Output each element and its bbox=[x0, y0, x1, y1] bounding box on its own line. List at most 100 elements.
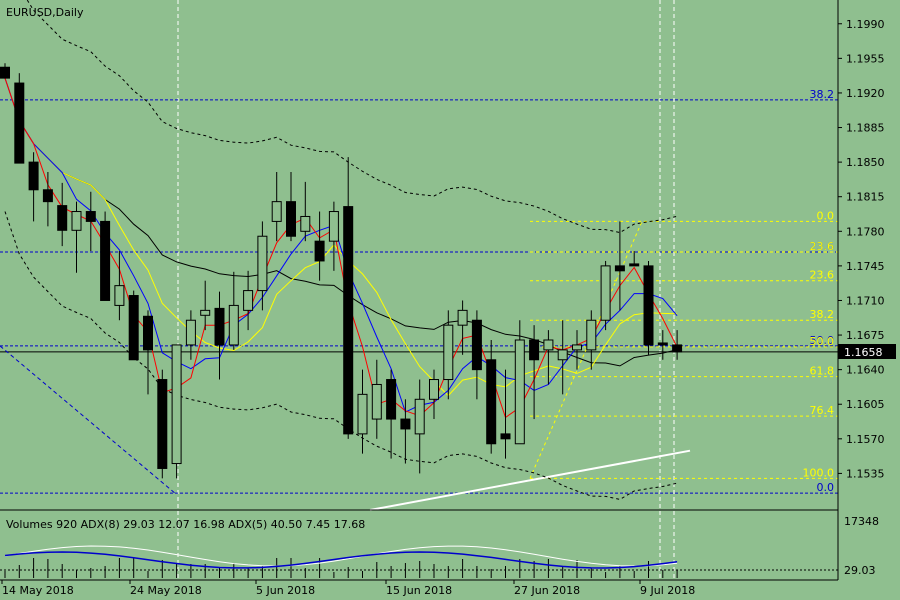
indicator-pane[interactable] bbox=[0, 545, 838, 578]
fib-level-label: 0.0 bbox=[817, 209, 835, 222]
candle-body bbox=[343, 206, 354, 435]
candle-body bbox=[572, 344, 582, 351]
price-tick-label: 1.1745 bbox=[846, 260, 885, 273]
price-axis: 1.1990 1.1955 1.1920 1.1885 1.1850 1.1815 1.17… bbox=[838, 18, 885, 480]
candle-body bbox=[557, 349, 568, 361]
bollinger-lower-line bbox=[4, 211, 678, 500]
candle-body bbox=[614, 265, 625, 272]
blue-level-label: 50.0 bbox=[810, 334, 835, 347]
price-tick-label: 1.1535 bbox=[846, 467, 885, 480]
indicator-title: Volumes 920 ADX(8) 29.03 12.07 16.98 ADX… bbox=[6, 518, 365, 531]
time-tick-label: 15 Jun 2018 bbox=[386, 584, 452, 597]
fib-trend-line bbox=[529, 221, 643, 479]
candle-body bbox=[357, 393, 368, 435]
blue-level-label: 23.6 bbox=[810, 240, 835, 253]
candle-body bbox=[185, 319, 196, 346]
candle-body bbox=[328, 211, 339, 242]
candle-body bbox=[443, 324, 454, 381]
adx-line-a bbox=[4, 545, 678, 567]
candle-body bbox=[14, 82, 25, 164]
price-tick-label: 1.1640 bbox=[846, 364, 885, 377]
candle-body bbox=[314, 240, 325, 262]
time-tick-label: 14 May 2018 bbox=[2, 584, 74, 597]
candle-body bbox=[529, 339, 540, 361]
price-tick-label: 1.1570 bbox=[846, 433, 885, 446]
time-axis: 14 May 2018 24 May 2018 5 Jun 2018 15 Jun 2… bbox=[1, 580, 695, 597]
candle-body bbox=[28, 161, 39, 191]
candle-body bbox=[243, 290, 254, 311]
price-tick-label: 1.1780 bbox=[846, 225, 885, 238]
price-tick-label: 1.1815 bbox=[846, 191, 885, 204]
time-tick-label: 27 Jun 2018 bbox=[514, 584, 580, 597]
blue-level-label: 38.2 bbox=[810, 88, 835, 101]
candle-body bbox=[0, 66, 10, 79]
fib-level-label: 38.2 bbox=[810, 308, 835, 321]
candle-body bbox=[643, 265, 654, 346]
price-tick-label: 1.1850 bbox=[846, 156, 885, 169]
fib-level-label: 76.4 bbox=[810, 404, 835, 417]
candle-body bbox=[672, 344, 683, 353]
price-tick-label: 1.1675 bbox=[846, 329, 885, 342]
candle-body bbox=[214, 307, 225, 346]
candle-body bbox=[200, 309, 211, 316]
time-tick-label: 24 May 2018 bbox=[130, 584, 202, 597]
candle-body bbox=[500, 433, 511, 440]
bollinger-upper-line bbox=[26, 0, 678, 234]
fib-level-label: 23.6 bbox=[810, 269, 835, 282]
blue-diagonal-line bbox=[0, 345, 176, 494]
trendline bbox=[369, 449, 691, 511]
adx-line-b bbox=[4, 551, 678, 569]
candle-body bbox=[543, 339, 554, 351]
candle-body bbox=[71, 211, 82, 231]
chart-title: EURUSD,Daily bbox=[6, 6, 84, 19]
blue-level-label: 0.0 bbox=[817, 481, 835, 494]
price-tick-label: 1.1605 bbox=[846, 398, 885, 411]
price-tick-label: 1.1990 bbox=[846, 18, 885, 31]
price-tick-label: 1.1920 bbox=[846, 87, 885, 100]
candle-body bbox=[128, 295, 139, 361]
current-price-label: 1.1658 bbox=[844, 346, 883, 359]
time-tick-label: 9 Jul 2018 bbox=[640, 584, 695, 597]
candle-body bbox=[157, 379, 168, 469]
price-tick-label: 1.1885 bbox=[846, 122, 885, 135]
candle-body bbox=[300, 215, 311, 232]
candle-body bbox=[471, 319, 482, 371]
current-price-tag bbox=[838, 344, 896, 359]
fib-level-label: 23.6 bbox=[810, 240, 835, 253]
candle-body bbox=[414, 398, 425, 435]
candle-body bbox=[286, 201, 296, 237]
ma-fast-line bbox=[4, 77, 678, 419]
candle-body bbox=[586, 319, 597, 351]
candle-body bbox=[85, 211, 96, 222]
candle-body bbox=[371, 383, 382, 420]
ma-slow-line bbox=[4, 77, 678, 397]
candle-body bbox=[228, 304, 239, 346]
candle-body bbox=[457, 309, 468, 326]
time-tick-label: 5 Jun 2018 bbox=[256, 584, 315, 597]
ma-mid-line bbox=[4, 77, 678, 413]
candle-body bbox=[600, 265, 611, 321]
candle-body bbox=[143, 315, 153, 351]
volume-axis-top-label: 17348 bbox=[844, 515, 879, 528]
fib-level-label: 50.0 bbox=[810, 335, 835, 348]
price-pane[interactable]: 38.223.650.00.00.023.623.638.250.061.876… bbox=[0, 0, 838, 580]
price-tick-label: 1.1710 bbox=[846, 294, 885, 307]
volume-axis-bottom-label: 29.03 bbox=[844, 564, 876, 577]
candle-body bbox=[114, 285, 125, 306]
candle-body bbox=[629, 263, 640, 267]
candle-body bbox=[171, 344, 182, 465]
candle-body bbox=[271, 201, 282, 222]
candle-body bbox=[386, 379, 397, 420]
candle-body bbox=[42, 189, 53, 203]
candle-body bbox=[514, 339, 525, 445]
candle-body bbox=[486, 359, 497, 445]
price-tick-label: 1.1955 bbox=[846, 52, 885, 65]
candle-body bbox=[257, 235, 268, 292]
candle-body bbox=[100, 220, 111, 301]
candle-body bbox=[657, 342, 668, 346]
fib-level-label: 61.8 bbox=[810, 365, 835, 378]
fib-level-label: 100.0 bbox=[803, 466, 835, 479]
candle-body bbox=[429, 379, 439, 400]
candle-body bbox=[400, 418, 411, 430]
